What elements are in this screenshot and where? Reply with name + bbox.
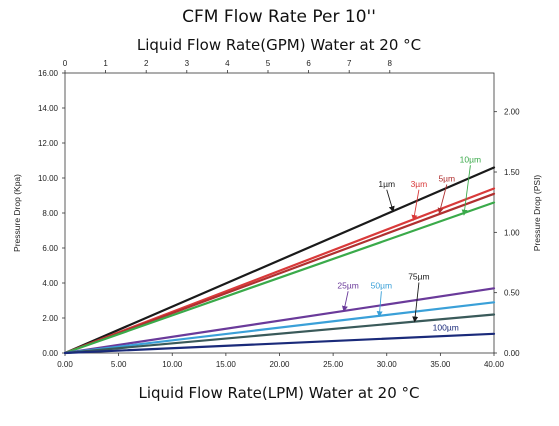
series-line-4 — [63, 287, 496, 355]
top-tick-label: 0 — [63, 59, 68, 68]
x-tick-label: 20.00 — [269, 360, 290, 369]
top-tick-label: 8 — [388, 59, 393, 68]
top-tick-label: 4 — [225, 59, 230, 68]
annotation-arrow — [386, 189, 395, 213]
top-tick-label: 6 — [306, 59, 311, 68]
series-line-5 — [63, 301, 496, 355]
y-tick-label: 4.00 — [42, 279, 58, 288]
top-tick-label: 5 — [266, 59, 271, 68]
chart-title: CFM Flow Rate Per 10'' — [182, 7, 376, 27]
series-line-3 — [63, 201, 496, 355]
annotation-arrow — [461, 165, 471, 216]
y-tick-label: 10.00 — [38, 174, 59, 183]
series-line-7 — [63, 332, 496, 355]
series-layer — [63, 166, 496, 355]
y2-axis-label: Pressure Drop (PSI) — [532, 175, 542, 252]
series-annotation-label: 100µm — [433, 322, 459, 332]
top-axis-label: Liquid Flow Rate(GPM) Water at 20 °C — [137, 36, 421, 54]
series-line-2 — [63, 192, 496, 355]
top-tick-label: 7 — [347, 59, 352, 68]
series-annotation-label: 25µm — [337, 280, 358, 290]
annotation-arrow — [341, 291, 349, 312]
y-tick-label: 2.00 — [42, 314, 58, 323]
y-tick-label: 8.00 — [42, 209, 58, 218]
annotation-arrow — [376, 291, 383, 318]
y-tick-label: 14.00 — [38, 104, 59, 113]
x-tick-label: 15.00 — [216, 360, 237, 369]
x-axis-ticks: 0.00 5.00 10.00 15.00 20.00 25.00 30.00 35.00 40… — [57, 353, 505, 369]
x-axis-label: Liquid Flow Rate(LPM) Water at 20 °C — [138, 384, 419, 402]
y2-axis-ticks: 0.00 0.50 1.00 1.50 2.00 — [494, 108, 520, 358]
x-tick-label: 25.00 — [323, 360, 344, 369]
annotation-arrow — [412, 282, 420, 323]
annotation-arrow — [437, 184, 448, 214]
x-tick-label: 0.00 — [57, 360, 73, 369]
y-tick-label: 6.00 — [42, 244, 58, 253]
series-annotation-label: 1µm — [378, 179, 395, 189]
y-tick-label: 16.00 — [38, 69, 59, 78]
y-tick-label: 12.00 — [38, 139, 59, 148]
y2-tick-label: 1.00 — [504, 228, 520, 237]
series-annotation-label: 50µm — [371, 280, 392, 290]
top-tick-label: 3 — [185, 59, 190, 68]
x-tick-label: 5.00 — [111, 360, 127, 369]
x-tick-label: 10.00 — [162, 360, 183, 369]
y2-tick-label: 2.00 — [504, 108, 520, 117]
y2-tick-label: 0.00 — [504, 349, 520, 358]
annotation-arrow — [411, 189, 420, 221]
y-axis-label: Pressure Drop (Kpa) — [12, 174, 22, 252]
y2-tick-label: 1.50 — [504, 168, 520, 177]
x-tick-label: 30.00 — [377, 360, 398, 369]
y2-tick-label: 0.50 — [504, 289, 520, 298]
series-annotation-label: 3µm — [411, 179, 428, 189]
series-annotation-label: 10µm — [460, 154, 481, 164]
y-tick-label: 0.00 — [42, 349, 58, 358]
series-line-6 — [63, 313, 496, 355]
series-line-0 — [63, 166, 496, 355]
x-tick-label: 40.00 — [484, 360, 505, 369]
top-tick-label: 1 — [103, 59, 108, 68]
annotation-layer: 1µm 3µm 5µm 10µm 25µm 50µm 75µm 100µm — [337, 154, 481, 332]
y-axis-ticks: 0.00 2.00 4.00 6.00 8.00 10.00 12.00 14.00 16.00 — [38, 69, 65, 358]
x-tick-label: 35.00 — [430, 360, 451, 369]
top-tick-label: 2 — [144, 59, 149, 68]
series-annotation-label: 5µm — [438, 174, 455, 184]
series-annotation-label: 75µm — [408, 272, 429, 282]
top-axis-ticks: 0 1 2 3 4 5 6 7 8 — [63, 59, 393, 73]
